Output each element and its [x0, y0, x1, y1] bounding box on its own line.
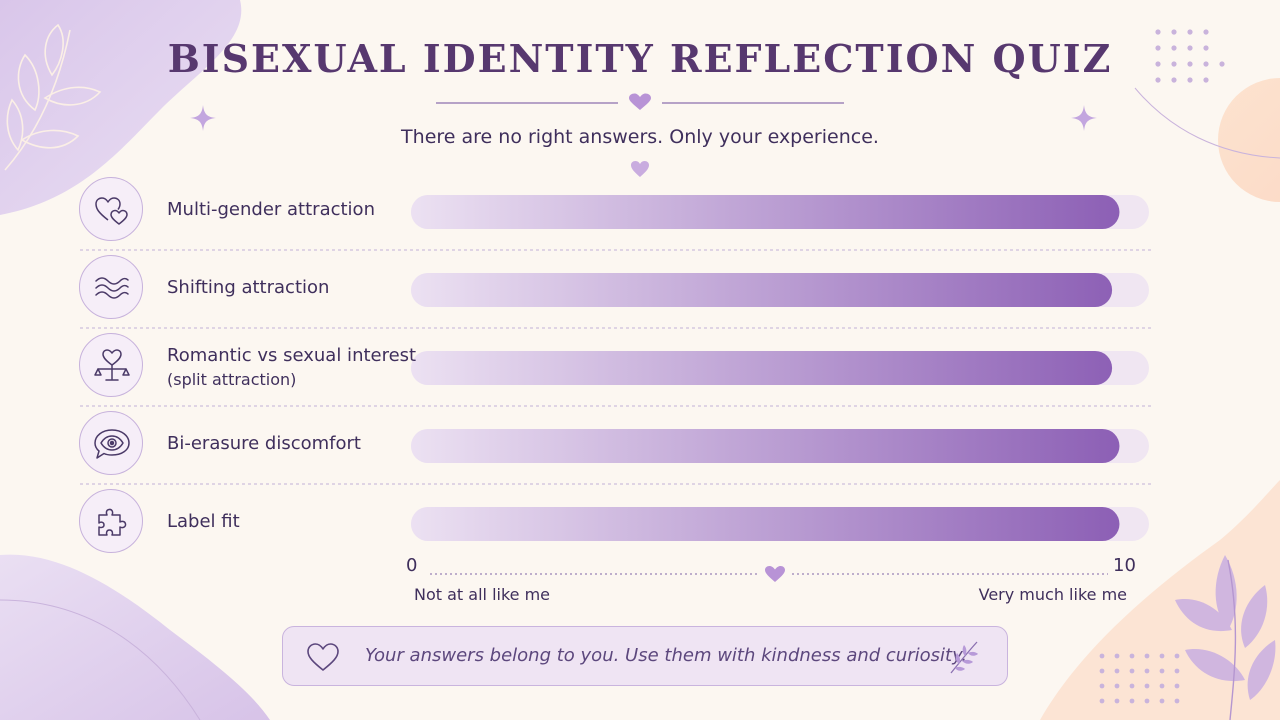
- scale-min-label: Not at all like me: [414, 585, 551, 604]
- heart-icon: [765, 566, 785, 582]
- bar: [411, 351, 1113, 385]
- heart-outline-icon: [307, 643, 339, 671]
- eye-speech-icon: [79, 411, 143, 475]
- title-divider: [436, 93, 844, 110]
- dot-grid-bottom-right: [1099, 653, 1180, 704]
- row-label: Shifting attraction: [167, 277, 330, 298]
- hearts-icon: [79, 177, 143, 241]
- subtitle: There are no right answers. Only your ex…: [401, 126, 879, 148]
- dot-grid-top-right: [1155, 29, 1225, 83]
- bar: [411, 507, 1120, 541]
- heart-scale-icon: [79, 333, 143, 397]
- waves-icon: [79, 255, 143, 319]
- row-label: Bi-erasure discomfort: [167, 433, 361, 454]
- leaf-sprig-top-left: [4, 23, 102, 171]
- row-label: Romantic vs sexual interest (split attrac…: [167, 345, 417, 389]
- footer-note: Your answers belong to you. Use them wit…: [282, 626, 1008, 686]
- sparkle-icon: [190, 105, 216, 131]
- scale-max-label: Very much like me: [978, 585, 1127, 604]
- heart-icon: [631, 161, 649, 177]
- bar: [411, 273, 1113, 307]
- row-label: Multi-gender attraction: [167, 199, 375, 220]
- footer-text: Your answers belong to you. Use them wit…: [365, 645, 968, 666]
- page-title: BISEXUAL IDENTITY REFLECTION QUIZ: [167, 36, 1113, 81]
- leaf-sprig-icon: [950, 641, 978, 674]
- puzzle-icon: [79, 489, 143, 553]
- leaf-sprig-bottom-right: [1175, 555, 1276, 700]
- heart-icon: [629, 93, 651, 110]
- bar: [411, 195, 1120, 229]
- sparkle-icon: [1071, 105, 1097, 131]
- row-label: Label fit: [167, 511, 240, 532]
- x-tick-label: 10: [1113, 555, 1136, 576]
- bar: [411, 429, 1120, 463]
- x-tick-label: 0: [406, 555, 418, 576]
